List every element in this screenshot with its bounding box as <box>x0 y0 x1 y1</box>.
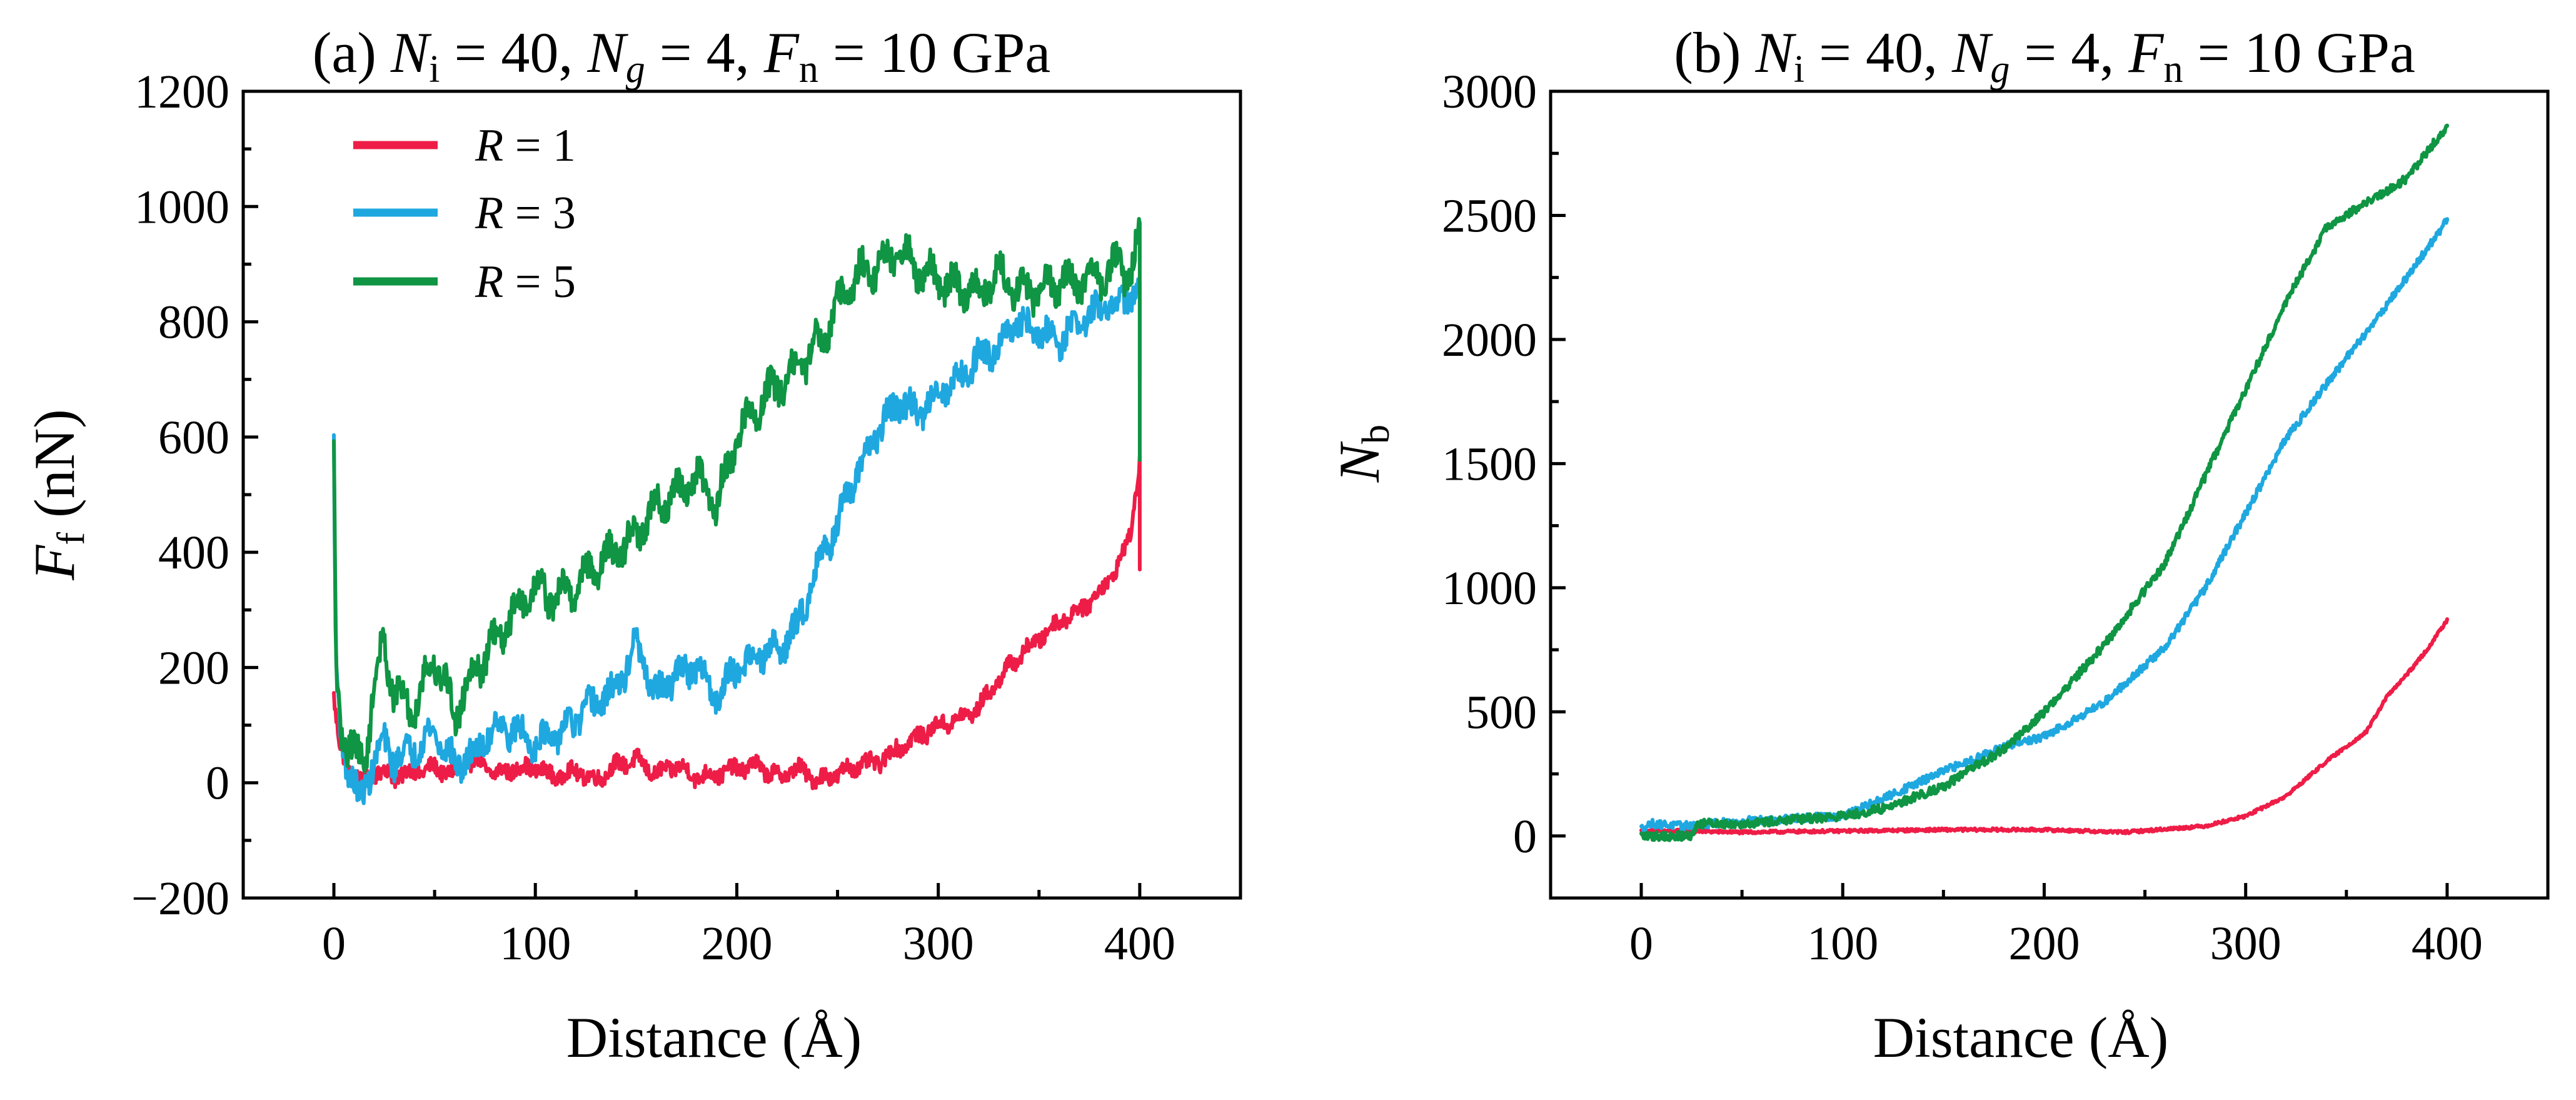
panel-a-y-tick-label: 600 <box>158 411 229 464</box>
panel-b-y-tick-label: 2500 <box>1442 189 1537 242</box>
panel-a-x-tick-label: 400 <box>1104 917 1175 970</box>
panel-a-y-tick-label: 200 <box>158 642 229 694</box>
panel-b-tick-labels: 0 100 200 300 400 0 500 1000 1500 2000 2500 3000 <box>1442 66 2483 970</box>
panel-a-y-tick-label: 400 <box>158 527 229 579</box>
panel-b: (b) Ni = 40, Ng = 4, Fn = 10 GPa 0 100 200… <box>1327 21 2550 1069</box>
panel-a-series-r5 <box>332 217 1142 774</box>
legend-label-r3: R = 3 <box>475 188 576 239</box>
panel-b-x-tick-label: 100 <box>1807 917 1878 970</box>
panel-a-x-tick-label: 200 <box>701 917 772 970</box>
panel-a-x-tick-label: 300 <box>903 917 974 970</box>
legend: R = 1 R = 3 R = 5 <box>353 120 576 308</box>
panel-a-series-r3 <box>332 277 1142 805</box>
panel-a-y-tick-label: 800 <box>158 296 229 349</box>
panel-b-series-r5 <box>1639 123 2449 842</box>
panel-b-y-tick-label: 0 <box>1513 810 1537 863</box>
panel-b-x-tick-label: 200 <box>2008 917 2080 970</box>
panel-b-y-tick-label: 1500 <box>1442 438 1537 490</box>
panel-a-y-tick-label: 1200 <box>134 66 229 118</box>
panel-b-y-tick-label: 3000 <box>1442 66 1537 118</box>
panel-b-y-tick-label: 500 <box>1466 686 1537 739</box>
panel-a-x-tick-label: 100 <box>500 917 571 970</box>
panel-b-series-r1 <box>1639 617 2449 835</box>
panel-a-series-r1 <box>332 453 1142 790</box>
panel-a-title: (a) Ni = 40, Ng = 4, Fn = 10 GPa <box>313 21 1050 91</box>
legend-label-r5: R = 5 <box>475 256 576 308</box>
panel-b-title: (b) Ni = 40, Ng = 4, Fn = 10 GPa <box>1674 21 2415 91</box>
legend-item-r1: R = 1 <box>353 120 576 171</box>
panel-a-y-tick-label: −200 <box>131 872 229 925</box>
panel-b-x-tick-label: 300 <box>2210 917 2282 970</box>
panel-a-y-tick-label: 0 <box>206 757 229 810</box>
panel-b-ticks <box>1551 89 2449 898</box>
legend-label-r1: R = 1 <box>475 120 576 171</box>
panel-b-plot-frame <box>1549 89 2550 900</box>
panel-a-ticks <box>243 89 1142 900</box>
panel-a-y-tick-label: 1000 <box>134 181 229 233</box>
panel-b-x-tick-label: 0 <box>1629 917 1653 970</box>
panel-a-y-axis-title: Ff (nN) <box>23 409 93 581</box>
panel-b-y-tick-label: 2000 <box>1442 314 1537 366</box>
legend-item-r3: R = 3 <box>353 188 576 239</box>
panel-a-series <box>332 217 1142 805</box>
panel-a-x-tick-label: 0 <box>322 917 346 970</box>
panel-b-series <box>1639 123 2449 842</box>
panel-b-x-axis-title: Distance (Å) <box>1873 1006 2169 1069</box>
panel-b-x-tick-label: 400 <box>2412 917 2483 970</box>
panel-a: (a) Ni = 40, Ng = 4, Fn = 10 GPa 0 100 200… <box>23 21 1242 1069</box>
panel-a-x-axis-title: Distance (Å) <box>566 1006 862 1069</box>
legend-item-r5: R = 5 <box>353 256 576 308</box>
panel-b-series-r3 <box>1639 217 2449 833</box>
panel-b-y-tick-label: 1000 <box>1442 562 1537 615</box>
panel-b-y-axis-title: Nb <box>1327 425 1397 483</box>
panel-a-tick-labels: 0 100 200 300 400 −200 0 200 400 600 800 1000 1200 <box>131 66 1175 970</box>
